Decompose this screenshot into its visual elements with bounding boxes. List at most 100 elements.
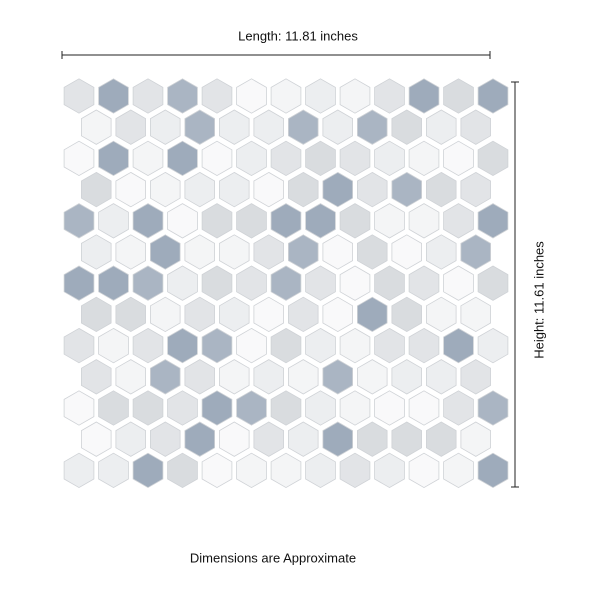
hex-tile: [167, 265, 198, 301]
hex-tile: [63, 140, 95, 177]
hex-tile: [374, 265, 405, 301]
hex-tile: [374, 390, 405, 426]
hex-tile: [477, 140, 509, 177]
length-label: Length: 11.81 inches: [238, 28, 358, 43]
hex-tile: [98, 78, 129, 114]
hex-tile: [218, 109, 250, 145]
hex-tile: [167, 78, 198, 114]
hex-tile: [443, 265, 474, 301]
hex-tile: [460, 171, 492, 208]
hex-tile: [460, 296, 492, 333]
hex-tile: [184, 171, 216, 208]
hex-tile: [425, 296, 457, 333]
hex-tile: [287, 359, 319, 395]
hex-tile: [322, 171, 354, 208]
hex-tile: [391, 109, 423, 145]
hex-tile: [115, 359, 147, 395]
hex-tile: [287, 171, 319, 208]
hex-tile: [81, 359, 112, 395]
hex-tile: [184, 234, 216, 270]
hex-tile: [477, 452, 509, 489]
hex-tile: [81, 109, 112, 145]
hex-tile: [287, 234, 319, 270]
hex-tile: [374, 140, 405, 177]
hex-tile: [270, 452, 302, 489]
hex-tile: [236, 140, 267, 177]
hex-tile: [270, 265, 302, 301]
hex-tile: [81, 234, 112, 270]
hex-tile: [201, 140, 233, 177]
hex-tile: [132, 452, 164, 489]
hex-tile: [201, 203, 233, 239]
hex-tile: [270, 390, 302, 426]
hex-tile: [443, 390, 474, 426]
hex-tile: [132, 203, 164, 239]
hex-tile: [115, 421, 147, 457]
hex-tile: [425, 234, 457, 270]
hex-tile: [443, 78, 474, 114]
hex-tile: [460, 421, 492, 457]
hex-tile: [81, 421, 112, 457]
hex-tile: [63, 452, 95, 489]
hex-tile: [425, 109, 457, 145]
hex-tile: [339, 265, 371, 301]
hex-tile: [477, 78, 509, 114]
hex-tile: [356, 421, 388, 457]
hex-tile: [391, 234, 423, 270]
length-dimension: [61, 51, 491, 59]
hex-tile: [356, 296, 388, 333]
hex-tile: [63, 265, 95, 301]
hex-tile: [356, 359, 388, 395]
hex-tile: [253, 109, 285, 145]
hex-tile: [322, 234, 354, 270]
hex-tile: [322, 296, 354, 333]
hex-tile: [322, 421, 354, 457]
hex-tile: [253, 171, 285, 208]
hex-tile: [356, 234, 388, 270]
note: Dimensions are Approximate: [190, 550, 356, 565]
hex-tile: [236, 265, 267, 301]
hex-tile: [287, 296, 319, 333]
hex-tile: [374, 203, 405, 239]
hex-tile: [305, 327, 336, 364]
hex-tile: [149, 359, 181, 395]
hex-tile: [98, 203, 129, 239]
hex-tile: [167, 140, 198, 177]
hex-tile: [253, 234, 285, 270]
hex-tile: [201, 265, 233, 301]
hex-tile: [356, 109, 388, 145]
hex-tile: [253, 359, 285, 395]
hex-tile: [443, 327, 474, 364]
hex-tile: [132, 390, 164, 426]
hex-tile: [98, 265, 129, 301]
hex-tile: [305, 265, 336, 301]
hex-tile: [356, 171, 388, 208]
hex-tile: [339, 203, 371, 239]
hex-tile: [253, 421, 285, 457]
hex-tile: [425, 359, 457, 395]
hex-tile: [460, 234, 492, 270]
hex-tile: [184, 421, 216, 457]
hex-tile: [460, 359, 492, 395]
hex-tile: [236, 327, 267, 364]
hex-tile: [167, 327, 198, 364]
height-dimension: [511, 81, 519, 488]
hex-tile: [425, 421, 457, 457]
hex-tile: [167, 452, 198, 489]
hex-tile: [115, 171, 147, 208]
hex-tile: [167, 390, 198, 426]
hex-mosaic: [63, 78, 509, 489]
hex-tile: [115, 296, 147, 333]
hex-tile: [305, 203, 336, 239]
hex-tile: [305, 78, 336, 114]
hex-tile: [443, 140, 474, 177]
hex-tile: [408, 327, 440, 364]
hex-tile: [270, 203, 302, 239]
hex-tile: [339, 390, 371, 426]
hex-tile: [201, 78, 233, 114]
hex-tile: [305, 390, 336, 426]
hex-tile: [374, 78, 405, 114]
hex-tile: [322, 359, 354, 395]
hex-tile: [408, 390, 440, 426]
